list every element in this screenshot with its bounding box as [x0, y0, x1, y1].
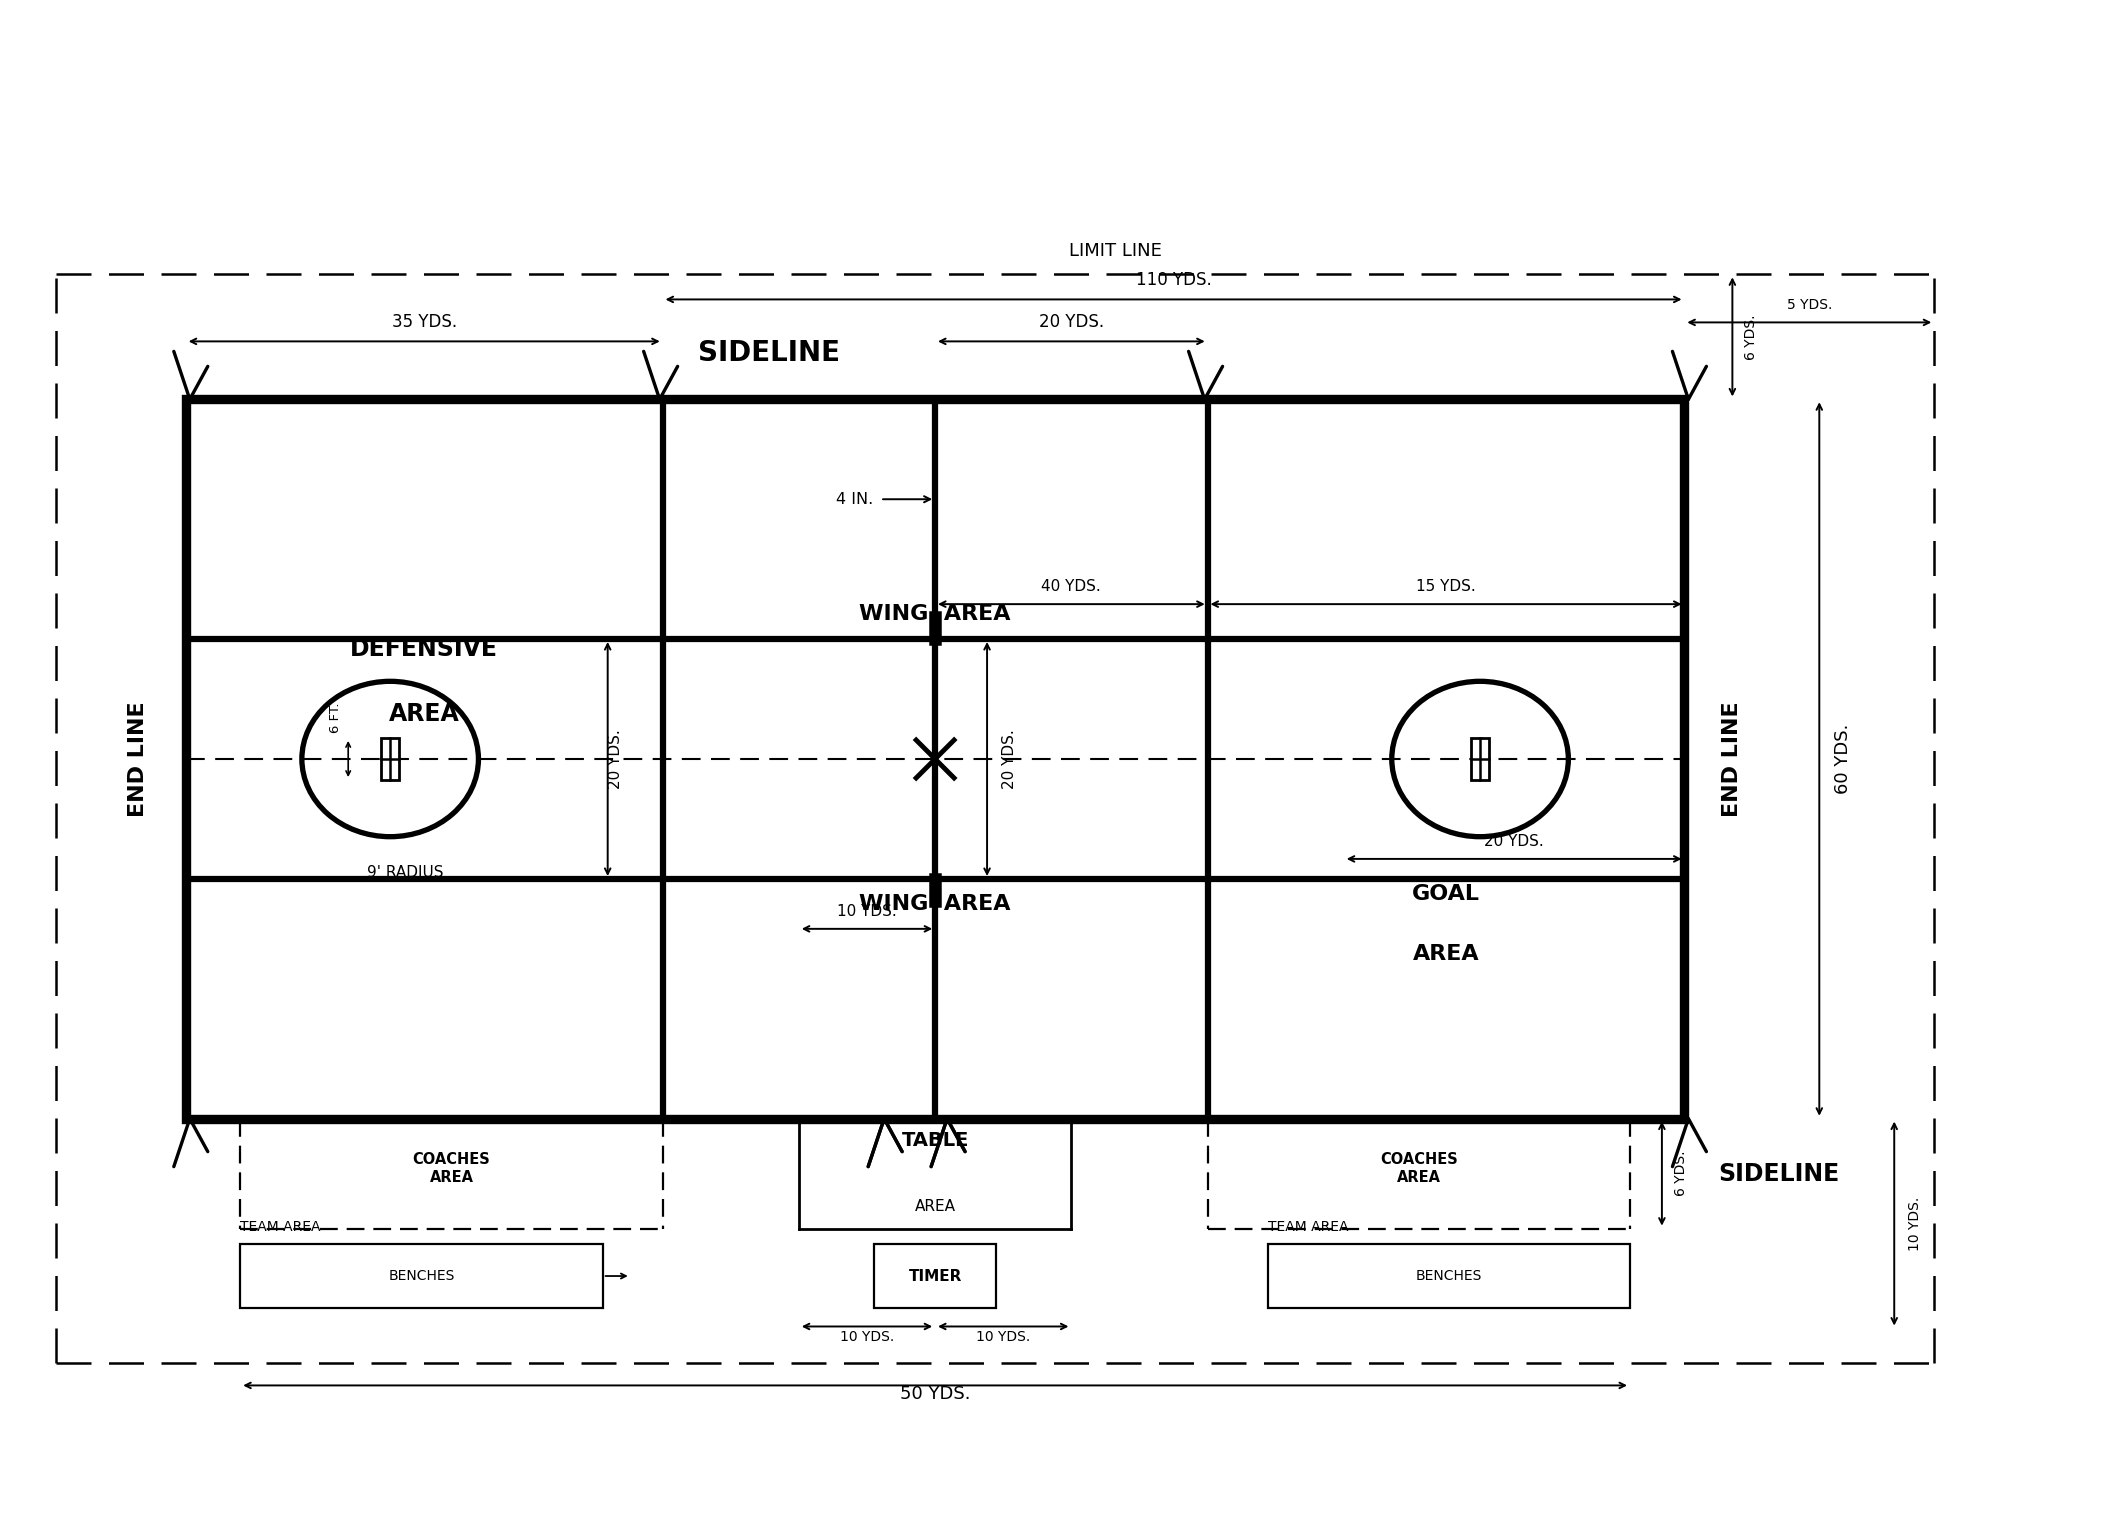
Text: 5 YDS.: 5 YDS.: [1787, 298, 1832, 313]
Text: GOAL: GOAL: [1412, 884, 1480, 904]
Text: BENCHES: BENCHES: [388, 1268, 454, 1284]
Text: END LINE: END LINE: [127, 702, 148, 817]
Text: DEFENSIVE: DEFENSIVE: [350, 636, 498, 661]
Text: WING  AREA: WING AREA: [859, 605, 1011, 624]
Bar: [382, 738, 399, 779]
Text: 20 YDS.: 20 YDS.: [1484, 834, 1543, 849]
Text: 110 YDS.: 110 YDS.: [1136, 272, 1211, 290]
Text: END LINE: END LINE: [1721, 702, 1743, 817]
Text: 15 YDS.: 15 YDS.: [1416, 579, 1476, 594]
Text: 60 YDS.: 60 YDS.: [1834, 725, 1853, 794]
Bar: [1471, 738, 1488, 779]
Text: 50 YDS.: 50 YDS.: [899, 1385, 971, 1404]
Text: TEAM AREA: TEAM AREA: [240, 1220, 320, 1233]
Text: SIDELINE: SIDELINE: [1717, 1162, 1840, 1186]
Text: 6 YDS.: 6 YDS.: [1675, 1151, 1688, 1197]
Bar: [873, 1244, 996, 1308]
Text: 10 YDS.: 10 YDS.: [975, 1331, 1030, 1344]
Bar: [1268, 1244, 1630, 1308]
Text: 10 YDS.: 10 YDS.: [840, 1331, 895, 1344]
Text: TIMER: TIMER: [909, 1268, 962, 1284]
Text: 4 IN.: 4 IN.: [835, 492, 873, 507]
Text: LIMIT LINE: LIMIT LINE: [1068, 243, 1162, 260]
Text: 20 YDS.: 20 YDS.: [608, 729, 623, 788]
Text: BENCHES: BENCHES: [1416, 1268, 1482, 1284]
Bar: [240, 1244, 602, 1308]
Text: AREA: AREA: [1412, 943, 1480, 965]
Text: 35 YDS.: 35 YDS.: [392, 313, 456, 331]
Text: SIDELINE: SIDELINE: [697, 339, 840, 368]
Text: 9' RADIUS: 9' RADIUS: [367, 864, 443, 880]
Text: AREA: AREA: [914, 1198, 956, 1214]
Text: TEAM AREA: TEAM AREA: [1268, 1220, 1348, 1233]
Text: COACHES
AREA: COACHES AREA: [413, 1153, 490, 1185]
Text: WING  AREA: WING AREA: [859, 893, 1011, 914]
Text: 20 YDS.: 20 YDS.: [1003, 729, 1018, 788]
Text: TABLE: TABLE: [901, 1132, 969, 1150]
Text: 10 YDS.: 10 YDS.: [837, 904, 897, 919]
Text: 20 YDS.: 20 YDS.: [1039, 313, 1105, 331]
Text: 6 FT.: 6 FT.: [329, 702, 341, 734]
Text: COACHES
AREA: COACHES AREA: [1380, 1153, 1459, 1185]
Text: AREA: AREA: [388, 702, 460, 726]
Bar: [187, 399, 1685, 1118]
Text: 10 YDS.: 10 YDS.: [1908, 1197, 1923, 1250]
Text: 6 YDS.: 6 YDS.: [1745, 314, 1757, 360]
Text: 40 YDS.: 40 YDS.: [1041, 579, 1100, 594]
